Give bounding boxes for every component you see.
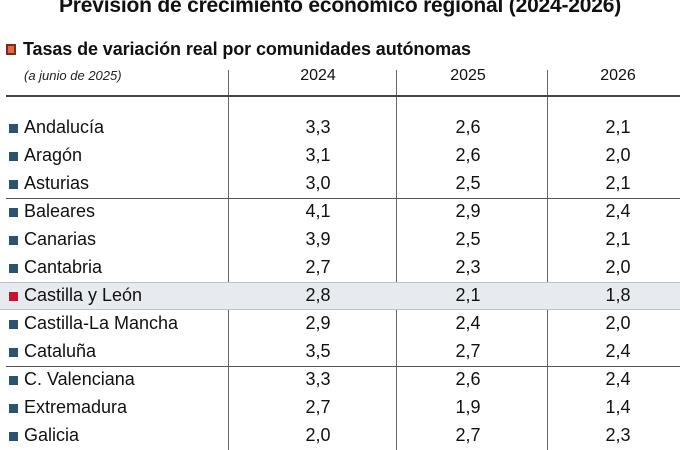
value-2026: 2,1	[605, 117, 631, 137]
square-bullet-icon	[9, 264, 18, 273]
value-2025: 2,1	[455, 285, 481, 305]
date-note: (a junio de 2025)	[24, 68, 122, 83]
value-2026: 2,3	[605, 425, 631, 445]
value-2024: 2,8	[305, 285, 331, 305]
region-name: Canarias	[24, 229, 97, 249]
square-bullet-icon	[9, 152, 18, 161]
table-row: Baleares 4,1 2,9 2,4	[0, 198, 680, 226]
square-bullet-icon	[9, 432, 18, 441]
column-header-2024: 2024	[300, 67, 336, 84]
region-name: Extremadura	[24, 397, 128, 417]
table-row: Castilla y León 2,8 2,1 1,8	[0, 282, 680, 310]
table-row: Cantabria 2,7 2,3 2,0	[0, 254, 680, 282]
value-2024: 2,0	[305, 425, 331, 445]
value-2025: 2,3	[455, 257, 481, 277]
value-2024: 3,3	[305, 369, 331, 389]
value-2025: 2,6	[455, 145, 481, 165]
highlight-rule	[0, 309, 680, 310]
value-2026: 1,8	[605, 285, 631, 305]
value-2025: 2,7	[455, 341, 481, 361]
region-name: Aragón	[24, 145, 83, 165]
region-name: Cantabria	[24, 257, 103, 277]
square-bullet-icon	[9, 348, 18, 357]
square-bullet-icon	[9, 208, 18, 217]
region-name: Asturias	[24, 173, 90, 193]
group-separator	[6, 198, 680, 199]
value-2026: 2,0	[605, 257, 631, 277]
region-name: Galicia	[24, 425, 80, 445]
group-separator	[6, 366, 680, 367]
column-header-2025: 2025	[450, 67, 486, 84]
value-2026: 2,0	[605, 313, 631, 333]
column-divider	[228, 70, 229, 450]
value-2025: 2,7	[455, 425, 481, 445]
region-name: Baleares	[24, 201, 96, 221]
value-2024: 2,7	[305, 257, 331, 277]
value-2024: 3,5	[305, 341, 331, 361]
square-bullet-icon	[9, 236, 18, 245]
table-row: Castilla-La Mancha 2,9 2,4 2,0	[0, 310, 680, 338]
square-bullet-icon	[9, 404, 18, 413]
table-row: Andalucía 3,3 2,6 2,1	[0, 114, 680, 142]
value-2026: 2,4	[605, 201, 631, 221]
value-2024: 3,9	[305, 229, 331, 249]
region-name: Castilla-La Mancha	[24, 313, 179, 333]
region-name: Cataluña	[24, 341, 97, 361]
header-rule	[6, 95, 680, 97]
square-bullet-icon	[9, 320, 18, 329]
table-row: Asturias 3,0 2,5 2,1	[0, 170, 680, 198]
highlight-rule	[0, 282, 680, 283]
value-2026: 2,1	[605, 229, 631, 249]
value-2025: 2,5	[455, 173, 481, 193]
value-2026: 1,4	[605, 397, 631, 417]
chart-subtitle: Tasas de variación real por comunidades …	[23, 38, 471, 59]
table-row: Canarias 3,9 2,5 2,1	[0, 226, 680, 254]
value-2026: 2,4	[605, 341, 631, 361]
value-2025: 2,6	[455, 369, 481, 389]
value-2024: 2,9	[305, 313, 331, 333]
square-bullet-icon	[9, 180, 18, 189]
subtitle-row: Tasas de variación real por comunidades …	[6, 38, 471, 60]
value-2026: 2,4	[605, 369, 631, 389]
value-2024: 2,7	[305, 397, 331, 417]
value-2026: 2,0	[605, 145, 631, 165]
table-body: Andalucía 3,3 2,6 2,1 Aragón 3,1 2,6 2,0 Asturia…	[0, 114, 680, 450]
region-name: C. Valenciana	[24, 369, 135, 389]
square-bullet-icon	[9, 292, 18, 301]
region-name: Andalucía	[24, 117, 105, 137]
value-2024: 3,1	[305, 145, 331, 165]
table-row: C. Valenciana 3,3 2,6 2,4	[0, 366, 680, 394]
chart-title: Previsión de crecimiento económico regio…	[58, 0, 622, 17]
value-2025: 2,6	[455, 117, 481, 137]
value-2024: 4,1	[305, 201, 331, 221]
table-row: Extremadura 2,7 1,9 1,4	[0, 394, 680, 422]
table-row: Cataluña 3,5 2,7 2,4	[0, 338, 680, 366]
column-divider	[396, 70, 397, 450]
column-divider	[547, 70, 548, 450]
table-row: Aragón 3,1 2,6 2,0	[0, 142, 680, 170]
square-bullet-icon	[9, 376, 18, 385]
value-2025: 2,9	[455, 201, 481, 221]
region-name: Castilla y León	[24, 285, 143, 305]
value-2025: 2,5	[455, 229, 481, 249]
table-row: Galicia 2,0 2,7 2,3	[0, 422, 680, 450]
value-2024: 3,3	[305, 117, 331, 137]
value-2025: 2,4	[455, 313, 481, 333]
value-2024: 3,0	[305, 173, 331, 193]
square-bullet-icon	[6, 43, 16, 55]
column-header-2026: 2026	[600, 67, 636, 84]
square-bullet-icon	[9, 124, 18, 133]
value-2026: 2,1	[605, 173, 631, 193]
value-2025: 1,9	[455, 397, 481, 417]
